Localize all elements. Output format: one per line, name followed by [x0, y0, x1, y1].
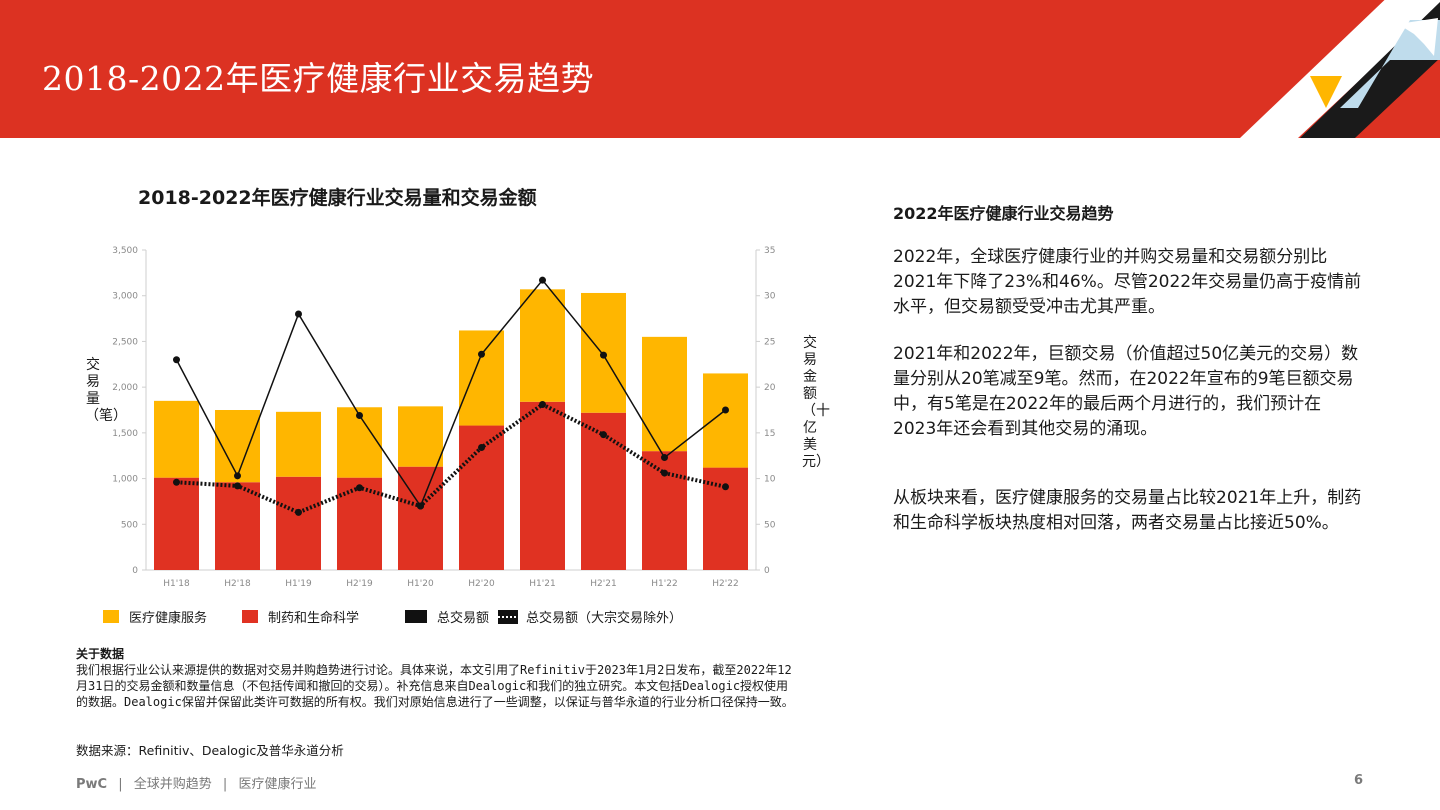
bar-segment — [154, 400, 199, 478]
x-tick-label: H2'19 — [346, 579, 373, 589]
legend-swatch-black — [405, 610, 427, 623]
page-number: 6 — [1354, 773, 1364, 788]
series-point — [295, 310, 302, 318]
about-data-note: 关于数据 我们根据行业公认来源提供的数据对交易并购趋势进行讨论。具体来说，本文引… — [76, 646, 796, 710]
page-title: 2018-2022年医疗健康行业交易趋势 — [42, 59, 595, 98]
bar-segment — [398, 406, 443, 467]
y-tick-label-left: 2,500 — [112, 337, 138, 347]
deal-volume-value-chart: 0 500 1,000 1,500 2,000 2,500 3,000 3,500 0 50 100… — [112, 246, 776, 589]
footer: PwC | 全球并购趋势 | 医疗健康行业 — [76, 773, 316, 792]
data-source: 数据来源：Refinitiv、Dealogic及普华永道分析 — [76, 743, 344, 758]
bar-segment — [642, 336, 687, 452]
x-tick-label: H2'21 — [590, 579, 616, 589]
y-axis-label-right: 交易金额（十亿美元） — [802, 335, 830, 470]
bar-segment — [520, 289, 565, 402]
bar-segment — [703, 373, 748, 468]
series-point — [356, 484, 363, 492]
series-point — [722, 406, 729, 414]
y-tick-label-left: 2,000 — [112, 383, 138, 393]
series-point — [478, 350, 485, 358]
legend-item-total-value-ex-mega: 总交易额（大宗交易除外） — [498, 607, 682, 626]
y-tick-label-right: 150 — [764, 429, 776, 439]
about-data-body: 我们根据行业公认来源提供的数据对交易并购趋势进行讨论。具体来说，本文引用了Ref… — [76, 663, 794, 709]
x-tick-label: H2'18 — [224, 579, 251, 589]
y-tick-label-right: 100 — [764, 475, 776, 485]
series-point — [539, 401, 546, 409]
series-point — [600, 431, 607, 439]
y-tick-label-left: 1,000 — [112, 475, 138, 485]
x-tick-label: H1'20 — [407, 579, 434, 589]
series-point — [295, 508, 302, 516]
bar-segment — [520, 401, 565, 570]
bar-segment — [642, 451, 687, 570]
series-point — [234, 482, 241, 490]
legend-label: 医疗健康服务 — [129, 611, 208, 626]
y-tick-label-left: 1,500 — [112, 429, 138, 439]
series-point — [173, 356, 180, 364]
y-tick-label-left: 3,500 — [112, 246, 138, 256]
footer-subsection: 医疗健康行业 — [238, 777, 317, 792]
x-tick-label: H1'18 — [163, 579, 190, 589]
chart-title: 2018-2022年医疗健康行业交易量和交易金额 — [138, 187, 537, 209]
footer-brand: PwC — [76, 777, 108, 792]
about-data-heading: 关于数据 — [76, 647, 125, 661]
bar-segment — [703, 467, 748, 570]
bar-segment — [581, 412, 626, 570]
series-point — [173, 478, 180, 486]
footer-separator: | — [118, 777, 123, 792]
series-line-total — [175, 278, 726, 508]
bar-segment — [154, 477, 199, 570]
legend-swatch-yellow — [103, 610, 119, 623]
legend-label: 总交易额 — [437, 611, 490, 626]
bar-segment — [276, 476, 321, 570]
legend-swatch-dotted — [498, 609, 518, 624]
x-tick-label: H1'19 — [285, 579, 312, 589]
series-point — [661, 469, 668, 477]
y-tick-label-right: 350 — [764, 246, 776, 256]
series-point — [600, 351, 607, 359]
series-point — [661, 454, 668, 462]
sidebar-paragraph-2: 2021年和2022年，巨额交易（价值超过50亿美元的交易）数量分别从20笔减至… — [893, 344, 1359, 439]
header-banner: 2018-2022年医疗健康行业交易趋势 — [0, 0, 1440, 138]
sidebar-title: 2022年医疗健康行业交易趋势 — [893, 204, 1114, 223]
x-tick-label: H2'20 — [468, 579, 495, 589]
bar-segment — [276, 411, 321, 477]
footer-section: 全球并购趋势 — [133, 777, 212, 792]
x-tick-label: H1'21 — [529, 579, 555, 589]
y-tick-label-right: 0 — [764, 566, 770, 576]
y-tick-label-left: 500 — [121, 520, 138, 530]
series-point — [417, 502, 424, 510]
sidebar-paragraph-3: 从板块来看，医疗健康服务的交易量占比较2021年上升，制药和生命科学板块热度相对… — [893, 488, 1362, 533]
y-tick-label-right: 250 — [764, 337, 776, 347]
legend-item-total-value: 总交易额 — [405, 607, 489, 626]
chart-legend: 医疗健康服务 制药和生命科学 总交易额 总交易额（大宗交易除外） — [100, 607, 720, 629]
series-point — [234, 472, 241, 480]
y-tick-label-right: 50 — [764, 520, 776, 530]
x-tick-label: H2'22 — [712, 579, 738, 589]
legend-item-pharma: 制药和生命科学 — [242, 607, 359, 626]
x-tick-label: H1'22 — [651, 579, 677, 589]
legend-label: 制药和生命科学 — [268, 611, 360, 626]
y-tick-label-right: 200 — [764, 383, 776, 393]
series-point — [539, 276, 546, 284]
series-point — [722, 483, 729, 491]
series-point — [478, 443, 485, 451]
bar-segment — [459, 330, 504, 426]
y-tick-label-right: 300 — [764, 292, 776, 302]
y-tick-label-left: 3,000 — [112, 292, 138, 302]
y-tick-label-left: 0 — [132, 566, 138, 576]
series-line-total-ex-mega — [176, 402, 726, 515]
arrow-decoration-icon — [1240, 0, 1440, 138]
bar-segment — [215, 482, 260, 570]
legend-item-healthcare-services: 医疗健康服务 — [103, 607, 207, 626]
legend-swatch-red — [242, 610, 258, 623]
footer-separator: | — [222, 777, 228, 792]
sidebar-paragraph-1: 2022年，全球医疗健康行业的并购交易量和交易额分别比2021年下降了23%和4… — [893, 247, 1362, 317]
bar-segment — [337, 407, 382, 478]
series-point — [356, 411, 363, 419]
legend-label: 总交易额（大宗交易除外） — [526, 611, 683, 626]
